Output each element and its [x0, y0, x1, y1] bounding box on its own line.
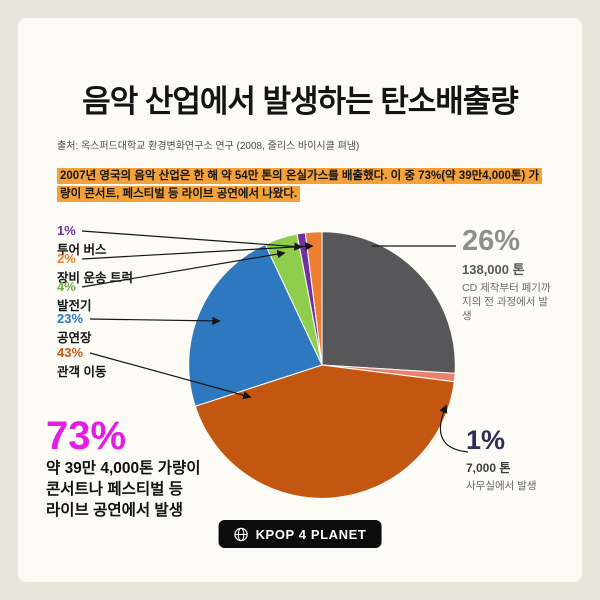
- legend-label: 공연장: [57, 331, 92, 345]
- intro-paragraph: 2007년 영국의 음악 산업은 한 해 약 54만 톤의 온실가스를 배출했다…: [57, 167, 543, 203]
- legend-percent: 4%: [57, 279, 76, 294]
- pie-chart: [182, 225, 462, 505]
- legend-item-audience-travel: 43% 관객 이동: [57, 346, 106, 380]
- stat-73-line: 콘서트나 페스티벌 등: [46, 481, 183, 498]
- legend-percent: 1%: [57, 223, 76, 238]
- live-performance-stat: 73% 약 39만 4,000톤 가량이 콘서트나 페스티벌 등 라이브 공연에…: [46, 414, 201, 521]
- pie-chart-svg: [188, 231, 456, 499]
- callout-office: 1% 7,000 톤 사무실에서 발생: [466, 426, 576, 493]
- source-citation: 출처: 옥스퍼드대학교 환경변화연구소 연구 (2008, 줄리스 바이시클 펴…: [57, 141, 360, 152]
- legend-label: 발전기: [57, 299, 92, 313]
- cd-percent: 26%: [462, 225, 521, 257]
- pie-slice: [304, 231, 323, 366]
- callout-cd-production: 26% 138,000 톤 CD 제작부터 폐기까지의 전 과정에서 발생: [462, 226, 566, 323]
- pie-slice: [321, 231, 456, 374]
- office-tons: 7,000 톤: [466, 461, 511, 475]
- legend-item-venue: 23% 공연장: [57, 312, 92, 346]
- stat-73-percent: 73%: [46, 414, 127, 458]
- badge-label: KPOP 4 PLANET: [255, 526, 367, 542]
- cd-tons: 138,000 톤: [462, 262, 525, 277]
- office-description: 사무실에서 발생: [466, 480, 537, 492]
- legend-item-generator: 4% 발전기: [57, 280, 92, 314]
- stat-73-line: 약 39만 4,000톤 가량이: [46, 460, 201, 477]
- page-title: 음악 산업에서 발생하는 탄소배출량: [82, 84, 519, 119]
- legend-label: 관객 이동: [57, 365, 107, 379]
- globe-icon: [234, 527, 249, 542]
- stat-73-line: 라이브 공연에서 발생: [46, 502, 183, 519]
- highlighted-text: 2007년 영국의 음악 산업은 한 해 약 54만 톤의 온실가스를 배출했다…: [57, 168, 543, 202]
- kpop4planet-badge: KPOP 4 PLANET: [218, 520, 382, 548]
- legend-percent: 2%: [57, 251, 76, 266]
- legend-percent: 23%: [57, 311, 84, 326]
- legend-percent: 43%: [57, 345, 84, 360]
- office-percent: 1%: [466, 425, 506, 455]
- cd-description: CD 제작부터 폐기까지의 전 과정에서 발생: [462, 282, 551, 322]
